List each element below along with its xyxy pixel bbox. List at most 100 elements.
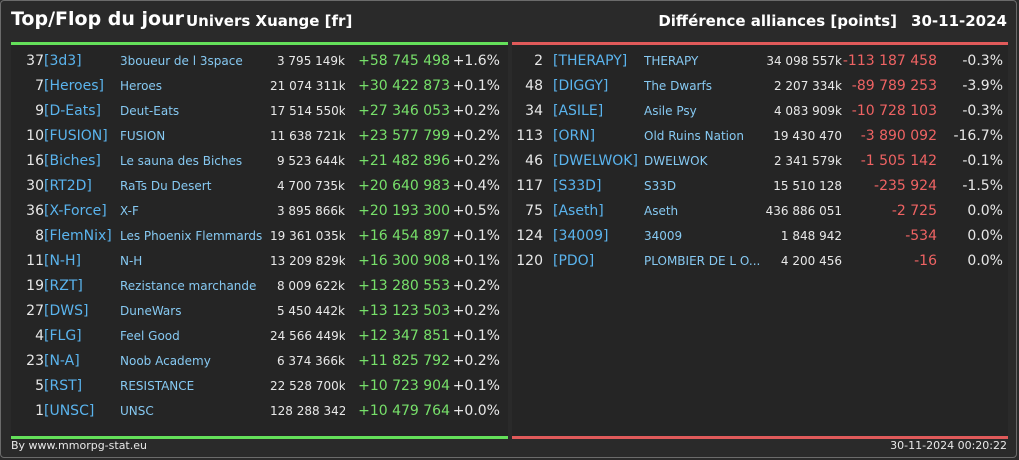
alliance-tag-link[interactable]: [Biches] <box>44 153 101 169</box>
diff-cell: +16 454 897 <box>358 228 450 244</box>
points-cell: 13 209 829k <box>270 254 345 268</box>
points-cell: 2 207 334k <box>773 79 842 93</box>
alliance-tag-link[interactable]: [ASILE] <box>553 103 604 119</box>
percent-cell: -1.5% <box>962 178 1003 194</box>
percent-cell: -0.3% <box>962 103 1003 119</box>
alliance-name-link[interactable]: Deut-Eats <box>120 104 180 118</box>
header-right: Différence alliances [points] 30-11-2024 <box>658 12 1007 30</box>
diff-cell: -10 728 103 <box>851 103 937 119</box>
alliance-name-link[interactable]: RESISTANCE <box>120 379 195 393</box>
table-row: 11 [N-H] N-H 13 209 829k +16 300 908 +0.1% <box>11 249 508 274</box>
universe-label: Univers Xuange [fr] <box>186 12 353 30</box>
alliance-name-link[interactable]: Les Phoenix Flemmards <box>120 229 263 243</box>
header-date: 30-11-2024 <box>911 12 1007 30</box>
points-cell: 21 074 311k <box>270 79 345 93</box>
alliance-tag-link[interactable]: [3d3] <box>44 53 82 69</box>
diff-cell: -3 890 092 <box>860 128 937 144</box>
diff-cell: -2 725 <box>891 203 937 219</box>
rank-cell: 34 <box>525 103 543 119</box>
alliance-tag-link[interactable]: [DWS] <box>44 303 89 319</box>
alliance-tag-link[interactable]: [FlemNix] <box>44 228 112 244</box>
diff-cell: +12 347 851 <box>358 328 450 344</box>
alliance-name-link[interactable]: Old Ruins Nation <box>644 129 744 143</box>
alliance-name-link[interactable]: DWELWOK <box>644 154 708 168</box>
diff-cell: +23 577 799 <box>358 128 450 144</box>
alliance-name-link[interactable]: N-H <box>120 254 143 268</box>
percent-cell: +0.2% <box>452 353 500 369</box>
percent-cell: +0.4% <box>452 178 500 194</box>
alliance-name-link[interactable]: DuneWars <box>120 304 182 318</box>
alliance-tag-link[interactable]: [N-H] <box>44 253 81 269</box>
alliance-tag-link[interactable]: [FLG] <box>44 328 82 344</box>
alliance-tag-link[interactable]: [UNSC] <box>44 403 95 419</box>
diff-cell: -16 <box>914 253 937 269</box>
alliance-name-link[interactable]: Feel Good <box>120 329 180 343</box>
rank-cell: 16 <box>26 153 44 169</box>
diff-cell: -89 789 253 <box>851 78 937 94</box>
rank-cell: 1 <box>35 403 44 419</box>
alliance-tag-link[interactable]: [ORN] <box>553 128 596 144</box>
alliance-name-link[interactable]: Asile Psy <box>644 104 697 118</box>
percent-cell: +0.2% <box>452 103 500 119</box>
rank-cell: 75 <box>525 203 543 219</box>
percent-cell: +0.1% <box>452 253 500 269</box>
alliance-tag-link[interactable]: [RZT] <box>44 278 83 294</box>
alliance-name-link[interactable]: THERAPY <box>644 54 699 68</box>
alliance-tag-link[interactable]: [D-Eats] <box>44 103 101 119</box>
alliance-name-link[interactable]: Le sauna des Biches <box>120 154 243 168</box>
alliance-name-link[interactable]: 3boueur de l 3space <box>120 54 243 68</box>
alliance-name-link[interactable]: Heroes <box>120 79 163 93</box>
alliance-name-link[interactable]: The Dwarfs <box>644 79 712 93</box>
alliance-name-link[interactable]: X-F <box>120 204 139 218</box>
alliance-tag-link[interactable]: [N-A] <box>44 353 80 369</box>
percent-cell: -0.1% <box>962 153 1003 169</box>
diff-cell: +30 422 873 <box>358 78 450 94</box>
table-row: 27 [DWS] DuneWars 5 450 442k +13 123 503 +0.2… <box>11 299 508 324</box>
alliance-name-link[interactable]: Noob Academy <box>120 354 211 368</box>
table-row: 5 [RST] RESISTANCE 22 528 700k +10 723 904 +0… <box>11 374 508 399</box>
percent-cell: -0.3% <box>962 53 1003 69</box>
points-cell: 2 341 579k <box>773 154 842 168</box>
alliance-tag-link[interactable]: [34009] <box>553 228 609 244</box>
alliance-name-link[interactable]: PLOMBIER DE L O... <box>644 254 761 268</box>
alliance-tag-link[interactable]: [DIGGY] <box>553 78 609 94</box>
alliance-tag-link[interactable]: [RT2D] <box>44 178 92 194</box>
rank-cell: 19 <box>26 278 44 294</box>
rank-cell: 30 <box>26 178 44 194</box>
alliance-tag-link[interactable]: [X-Force] <box>44 203 107 219</box>
alliance-name-link[interactable]: S33D <box>644 179 677 193</box>
percent-cell: 0.0% <box>967 203 1003 219</box>
points-cell: 24 566 449k <box>270 329 345 343</box>
alliance-tag-link[interactable]: [PDO] <box>553 253 595 269</box>
points-cell: 128 288 342k <box>270 404 345 418</box>
points-cell: 4 083 909k <box>773 104 842 118</box>
percent-cell: +0.1% <box>452 228 500 244</box>
alliance-name-link[interactable]: 34009 <box>644 229 683 243</box>
table-row: 117 [S33D] S33D 15 510 128 -235 924 -1.5% <box>512 174 1008 199</box>
diff-cell: +21 482 896 <box>358 153 450 169</box>
table-row: 4 [FLG] Feel Good 24 566 449k +12 347 851 +0.… <box>11 324 508 349</box>
alliance-name-link[interactable]: UNSC <box>120 404 154 418</box>
points-cell: 436 886 051 <box>765 204 842 218</box>
percent-cell: +0.2% <box>452 153 500 169</box>
top-losers-panel: 2 [THERAPY] THERAPY 34 098 557k -113 187 458… <box>512 42 1008 439</box>
table-row: 2 [THERAPY] THERAPY 34 098 557k -113 187 458… <box>512 49 1008 74</box>
points-cell: 19 361 035k <box>270 229 345 243</box>
percent-cell: +0.5% <box>452 203 500 219</box>
alliance-tag-link[interactable]: [Heroes] <box>44 78 104 94</box>
alliance-name-link[interactable]: Aseth <box>644 204 679 218</box>
alliance-name-link[interactable]: Rezistance marchande <box>120 279 257 293</box>
alliance-tag-link[interactable]: [Aseth] <box>553 203 604 219</box>
alliance-tag-link[interactable]: [FUSION] <box>44 128 108 144</box>
points-cell: 6 374 366k <box>276 354 345 368</box>
alliance-name-link[interactable]: FUSION <box>120 129 166 143</box>
alliance-tag-link[interactable]: [RST] <box>44 378 83 394</box>
table-row: 16 [Biches] Le sauna des Biches 9 523 644k +… <box>11 149 508 174</box>
diff-cell: -113 187 458 <box>842 53 937 69</box>
alliance-tag-link[interactable]: [S33D] <box>553 178 602 194</box>
alliance-name-link[interactable]: RaTs Du Desert <box>120 179 212 193</box>
percent-cell: 0.0% <box>967 253 1003 269</box>
alliance-tag-link[interactable]: [THERAPY] <box>553 53 628 69</box>
alliance-tag-link[interactable]: [DWELWOK] <box>553 153 638 169</box>
rank-cell: 7 <box>35 78 44 94</box>
